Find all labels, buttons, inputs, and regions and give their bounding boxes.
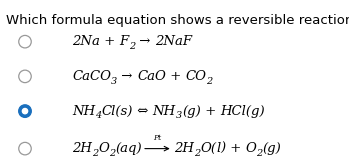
Text: 2: 2 xyxy=(256,149,262,158)
Text: F: F xyxy=(120,35,129,48)
Text: 2: 2 xyxy=(207,77,213,86)
Text: 2: 2 xyxy=(92,149,98,158)
Text: →: → xyxy=(118,70,137,83)
Text: +: + xyxy=(166,70,185,83)
Text: NH: NH xyxy=(153,105,176,118)
Text: 2H: 2H xyxy=(174,142,194,155)
Text: O: O xyxy=(245,142,256,155)
Text: HCl(g): HCl(g) xyxy=(220,105,265,118)
Text: →: → xyxy=(135,35,155,48)
Text: 2H: 2H xyxy=(72,142,92,155)
Text: Pt: Pt xyxy=(153,134,162,142)
Circle shape xyxy=(19,105,31,117)
Text: (g): (g) xyxy=(262,142,281,155)
Text: l: l xyxy=(216,142,221,155)
Text: O: O xyxy=(98,142,109,155)
Text: NH: NH xyxy=(72,105,95,118)
Text: +: + xyxy=(225,142,245,155)
Text: Which formula equation shows a reversible reaction’: Which formula equation shows a reversibl… xyxy=(6,14,349,27)
Text: CaCO: CaCO xyxy=(72,70,111,83)
Text: ): ) xyxy=(221,142,225,155)
Text: O(: O( xyxy=(200,142,216,155)
Text: (aq): (aq) xyxy=(116,142,142,155)
Text: 2: 2 xyxy=(129,42,135,51)
Text: +: + xyxy=(100,35,120,48)
Text: ⇔: ⇔ xyxy=(133,105,153,118)
Text: 3: 3 xyxy=(111,77,118,86)
Text: (g): (g) xyxy=(182,105,201,118)
Text: 3: 3 xyxy=(176,112,182,120)
Text: 4: 4 xyxy=(95,112,102,120)
Text: 2: 2 xyxy=(109,149,116,158)
Text: CO: CO xyxy=(185,70,207,83)
Text: 2: 2 xyxy=(194,149,200,158)
Text: 2Na: 2Na xyxy=(72,35,100,48)
Text: 2NaF: 2NaF xyxy=(155,35,192,48)
Text: CaO: CaO xyxy=(137,70,166,83)
Text: Cl(s): Cl(s) xyxy=(102,105,133,118)
Circle shape xyxy=(22,109,28,114)
Text: +: + xyxy=(201,105,220,118)
